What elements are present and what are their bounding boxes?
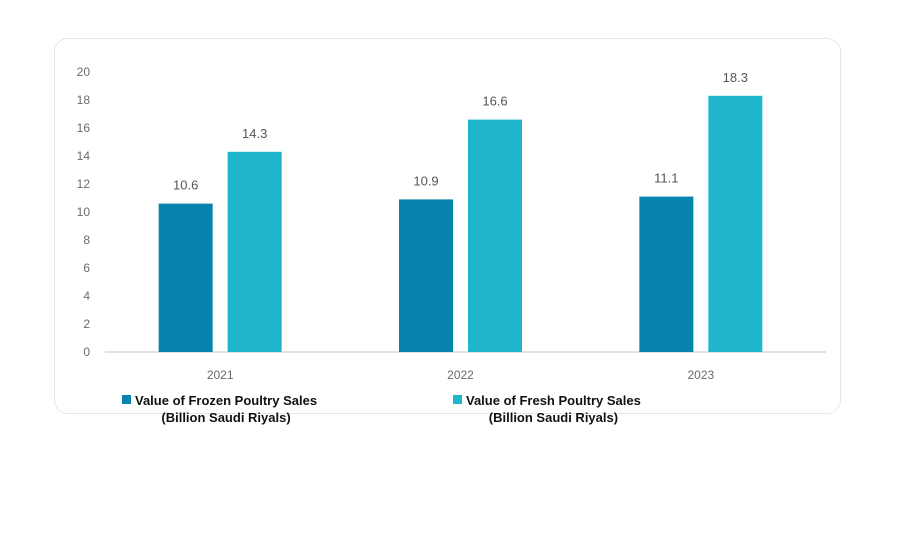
value-label-fresh-2023: 18.3 (723, 70, 748, 85)
y-tick-label-8: 8 (83, 233, 90, 247)
bar-fresh-2023 (708, 95, 763, 353)
legend-swatch-frozen (122, 395, 131, 404)
y-tick-label-16: 16 (77, 121, 91, 135)
y-tick-label-14: 14 (77, 149, 91, 163)
legend-item-fresh: Value of Fresh Poultry Sales (Billion Sa… (453, 392, 641, 426)
legend-label-fresh: Value of Fresh Poultry Sales (Billion Sa… (466, 392, 641, 426)
legend-label-frozen-line1: Value of Frozen Poultry Sales (135, 393, 318, 408)
value-label-fresh-2021: 14.3 (242, 126, 267, 141)
bar-fresh-2022 (468, 119, 522, 352)
y-tick-label-6: 6 (83, 261, 90, 275)
y-tick-label-4: 4 (83, 289, 90, 303)
bar-frozen-2022 (399, 199, 453, 352)
value-label-frozen-2021: 10.6 (173, 178, 198, 193)
y-tick-label-20: 20 (77, 65, 91, 79)
x-tick-label-2021: 2021 (207, 368, 234, 382)
bar-frozen-2023 (639, 196, 694, 352)
x-tick-label-2023: 2023 (687, 368, 714, 382)
y-tick-label-0: 0 (83, 345, 90, 359)
bar-frozen-2021 (158, 203, 213, 352)
bar-fresh-2021 (227, 151, 282, 352)
legend-label-frozen-line2: (Billion Saudi Riyals) (161, 410, 291, 425)
y-tick-label-18: 18 (77, 93, 91, 107)
value-label-frozen-2022: 10.9 (413, 173, 438, 188)
legend-label-fresh-line2: (Billion Saudi Riyals) (488, 410, 619, 425)
legend-item-frozen: Value of Frozen Poultry Sales (Billion S… (122, 392, 317, 426)
y-tick-label-10: 10 (77, 205, 91, 219)
x-tick-label-2022: 2022 (447, 368, 474, 382)
legend-label-fresh-line1: Value of Fresh Poultry Sales (466, 393, 641, 408)
y-tick-label-2: 2 (83, 317, 90, 331)
value-label-fresh-2022: 16.6 (482, 94, 507, 109)
legend-swatch-fresh (453, 395, 462, 404)
legend-label-frozen: Value of Frozen Poultry Sales (Billion S… (135, 392, 317, 426)
value-label-frozen-2023: 11.1 (654, 171, 678, 186)
y-tick-label-12: 12 (77, 177, 91, 191)
